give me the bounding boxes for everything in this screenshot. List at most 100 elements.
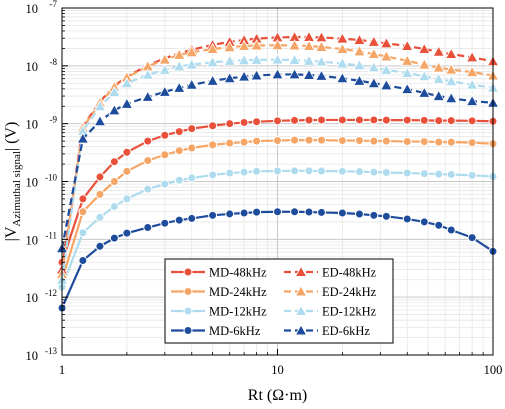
data-point [353, 45, 366, 57]
data-point [273, 136, 282, 146]
legend-label: MD-48kHz [209, 266, 267, 280]
data-point [288, 68, 301, 80]
data-point [109, 201, 119, 211]
data-point [434, 116, 444, 126]
data-point [465, 65, 479, 77]
data-point [367, 35, 381, 47]
data-point [337, 166, 347, 176]
legend-items: MD-48kHz MD-24kHz MD-12kHz MD-6kHz ED-48kHz E… [171, 266, 377, 338]
data-point [302, 54, 316, 66]
y-tick-exponent: -11 [45, 230, 57, 240]
data-point [122, 228, 132, 238]
data-point [143, 223, 153, 233]
data-point [208, 210, 218, 220]
legend-item: ED-48kHz [284, 266, 377, 280]
legend-marker [294, 285, 308, 297]
data-point [223, 71, 236, 84]
data-point [252, 166, 262, 176]
data-point [354, 167, 364, 177]
data-point [467, 116, 477, 126]
data-point [418, 58, 431, 70]
data-point [143, 184, 153, 194]
data-point [369, 115, 379, 125]
y-tick-label: 10 [26, 291, 39, 305]
y-axis-title: |VAzimuthal signal| (V) [3, 122, 23, 242]
data-point [252, 136, 262, 146]
data-point [208, 121, 218, 131]
data-point [120, 76, 134, 89]
data-point [304, 207, 314, 217]
data-point [237, 70, 251, 82]
data-point [302, 39, 316, 51]
data-point [187, 124, 197, 134]
data-point [288, 53, 301, 65]
data-point [434, 137, 444, 147]
x-tick-label: 1 [59, 363, 65, 377]
data-point [173, 81, 186, 93]
legend-marker [183, 306, 193, 316]
y-tick-labels: 10 -13 10 -12 10 -11 10 -10 10 -9 10 -8 10 -7 [26, 0, 58, 363]
legend-marker [294, 265, 308, 277]
data-point [273, 166, 282, 176]
data-point [367, 76, 381, 89]
data-point [141, 68, 154, 80]
data-point [336, 71, 349, 84]
data-point [432, 89, 445, 101]
data-point [187, 173, 197, 183]
data-point [381, 115, 391, 125]
data-point [434, 220, 444, 230]
data-point [337, 136, 347, 146]
data-point [402, 137, 412, 147]
series-ED-24kHz [55, 38, 500, 279]
data-point [381, 168, 391, 178]
data-point [160, 218, 170, 228]
data-point [419, 217, 429, 227]
y-tick-label: 10 [26, 233, 39, 247]
axis-ticks [61, 7, 494, 356]
data-point [418, 86, 431, 98]
data-point [273, 207, 282, 217]
data-point [187, 143, 197, 153]
series-line [60, 44, 494, 275]
data-point [316, 115, 326, 125]
legend-item: ED-24kHz [284, 285, 377, 299]
y-axis-title-prefix: |V [3, 226, 20, 241]
y-axis-title-suffix: | (V) [3, 122, 20, 151]
data-point [315, 69, 328, 81]
data-point [402, 115, 412, 125]
data-point [367, 61, 381, 73]
legend-item: MD-24kHz [171, 285, 267, 299]
legend-item: MD-6kHz [171, 324, 261, 338]
series-ED-12kHz [55, 53, 500, 285]
data-point [108, 104, 121, 116]
data-point [402, 168, 412, 178]
data-point [369, 167, 379, 177]
data-point [250, 53, 263, 65]
data-point [432, 61, 445, 73]
data-point [419, 169, 429, 179]
data-point [353, 33, 366, 45]
y-tick-label: 10 [26, 349, 39, 363]
legend-marker [183, 287, 193, 296]
data-point [432, 45, 445, 57]
y-tick-exponent: -10 [45, 173, 57, 183]
data-point [290, 135, 300, 145]
data-point [290, 166, 300, 176]
y-tick-label: 10 [26, 60, 39, 74]
data-point [185, 45, 198, 58]
data-point [369, 136, 379, 146]
data-point [419, 115, 429, 125]
data-point [402, 214, 412, 224]
data-point [173, 60, 186, 72]
data-point [315, 55, 328, 67]
data-point [225, 209, 235, 219]
data-point [160, 179, 170, 189]
y-tick-exponent: -8 [50, 57, 58, 67]
data-point [446, 137, 456, 147]
data-point [158, 85, 171, 97]
legend-item: MD-12kHz [171, 305, 267, 319]
legend-label: MD-12kHz [209, 305, 267, 319]
data-point [380, 63, 393, 75]
data-point [467, 138, 477, 148]
